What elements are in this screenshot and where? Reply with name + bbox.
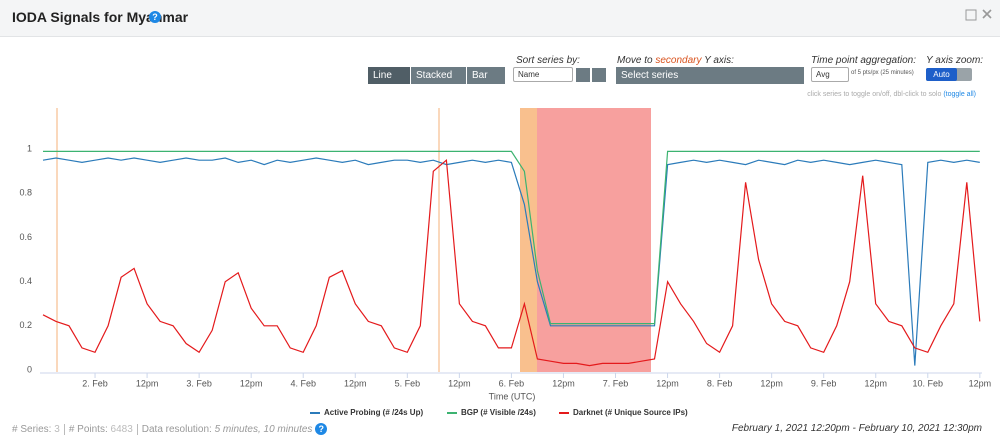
legend-item[interactable]: BGP (# Visible /24s) (447, 408, 536, 417)
select-placeholder: Select series (621, 70, 679, 81)
sort-desc[interactable] (576, 68, 590, 82)
panel-title: IODA Signals for Myanmar (12, 9, 189, 25)
label-part: Move to (617, 55, 656, 66)
y-tick-label: 0.6 (19, 232, 32, 242)
x-tick-label: 12pm (760, 378, 783, 388)
button-label: Stacked (416, 70, 453, 81)
series-line (43, 150, 980, 325)
legend-item[interactable]: Darknet (# Unique Source IPs) (559, 408, 688, 417)
close-icon[interactable] (982, 9, 992, 19)
outage-band-start (520, 108, 537, 372)
footer-info: # Series: 3 # Points: 6483 Data resolution… (12, 423, 328, 435)
y-tick-label: 0.8 (19, 188, 32, 198)
hint: click series to toggle on/off, dbl-click… (807, 91, 976, 98)
edit-icon[interactable] (965, 9, 977, 21)
legend-label: BGP (# Visible /24s) (461, 408, 536, 417)
aggregation-select[interactable]: Avg (811, 67, 849, 82)
y-tick-label: 0.2 (19, 320, 32, 330)
plot: 0 0.2 0.4 0.6 0.8 1 2. Feb 12pm 3. Feb 12pm 4. Feb… (19, 144, 991, 418)
toggle-all[interactable]: (toggle all) (943, 91, 976, 98)
x-axis-title: Time (UTC) (489, 391, 536, 401)
hint-text: click series to toggle on/off, dbl-click… (807, 91, 944, 98)
x-tick-label: 3. Feb (186, 378, 212, 388)
x-tick-label: 12pm (969, 378, 992, 388)
x-tick-label: 8. Feb (707, 378, 733, 388)
y-tick-label: 0 (27, 364, 32, 374)
series-line (42, 157, 980, 366)
x-tick-label: 6. Feb (499, 378, 525, 388)
date-range: February 1, 2021 12:20pm - February 10, … (731, 423, 982, 434)
x-tick-label: 5. Feb (395, 378, 421, 388)
help-icon[interactable]: ? (149, 11, 161, 23)
x-tick-label: 9. Feb (811, 378, 837, 388)
label-part: secondary (655, 55, 702, 66)
x-tick-label: 12pm (864, 378, 887, 388)
x-tick-label: 12pm (656, 378, 679, 388)
series-line (42, 158, 981, 367)
legend-label: Active Probing (# /24s Up) (324, 408, 423, 417)
separator (136, 424, 138, 435)
sort-asc[interactable] (592, 68, 606, 82)
select-value: Avg (816, 70, 830, 79)
x-tick-label: 12pm (448, 378, 471, 388)
mode-bar[interactable]: Bar (467, 67, 505, 84)
button-label: Line (373, 70, 392, 81)
zoom-auto[interactable]: Auto (926, 68, 957, 81)
value: 6483 (110, 424, 133, 435)
aggregation-label: Time point aggregation: (811, 55, 916, 66)
select-value: Name (518, 70, 540, 79)
zoom-label: Y axis zoom: (926, 55, 984, 66)
x-tick-label: 4. Feb (290, 378, 316, 388)
label: Data resolution: (141, 424, 212, 435)
sort-label: Sort series by: (516, 55, 580, 66)
separator (63, 424, 65, 435)
legend-item[interactable]: Active Probing (# /24s Up) (310, 408, 423, 417)
x-tick-label: 2. Feb (82, 378, 108, 388)
mode-stacked[interactable]: Stacked (411, 67, 466, 84)
value: 3 (54, 424, 60, 435)
aggregation-note: of 5 pts/px (25 minutes) (851, 70, 914, 76)
label: # Series: (12, 424, 52, 435)
help-icon[interactable]: ? (315, 423, 328, 435)
secondary-select[interactable]: Select series (616, 67, 804, 84)
x-tick-label: 12pm (552, 378, 575, 388)
legend-label: Darknet (# Unique Source IPs) (573, 408, 688, 417)
label: # Points: (68, 424, 108, 435)
y-tick-label: 1 (27, 144, 32, 154)
x-tick-label: 12pm (136, 378, 159, 388)
x-tick-label: 7. Feb (603, 378, 629, 388)
x-tick-label: 12pm (344, 378, 367, 388)
x-tick-label: 12pm (240, 378, 263, 388)
label-part: Y axis: (701, 55, 734, 66)
x-tick-label: 10. Feb (913, 378, 944, 388)
mode-line[interactable]: Line (368, 67, 410, 84)
outage-band (537, 108, 651, 372)
value: 5 minutes, 10 minutes (214, 424, 313, 435)
y-tick-label: 0.4 (19, 276, 32, 286)
secondary-label: Move to secondary Y axis: (617, 55, 734, 66)
header (0, 0, 1000, 37)
sort-select[interactable]: Name (513, 67, 573, 82)
button-label: Bar (472, 70, 488, 81)
